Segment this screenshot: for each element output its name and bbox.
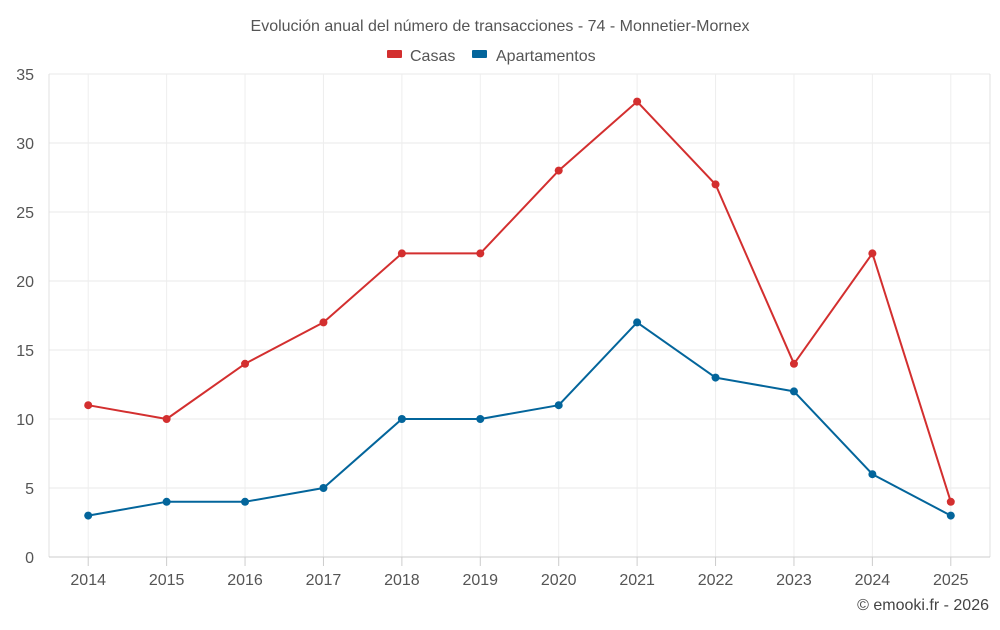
data-point-casas-2016[interactable] <box>241 359 250 368</box>
y-tick-label-30: 30 <box>16 136 34 153</box>
data-point-casas-2015[interactable] <box>162 415 171 423</box>
data-point-apartamentos-2024[interactable] <box>868 470 877 479</box>
y-tick-label-0: 0 <box>25 550 34 567</box>
x-axis: 2014 2015 2016 2017 2018 2019 2020 2021 2022 2023… <box>49 556 990 589</box>
y-tick-label-25: 25 <box>16 205 34 222</box>
x-tick-label-2022: 2022 <box>698 572 734 589</box>
x-tick-label-2014: 2014 <box>70 572 106 589</box>
legend-item-casas[interactable]: Casas <box>387 48 455 65</box>
y-tick-label-15: 15 <box>16 343 34 360</box>
data-point-casas-2023[interactable] <box>789 359 798 368</box>
series-line-casas <box>88 100 952 503</box>
data-point-apartamentos-2022[interactable] <box>711 373 720 382</box>
data-point-casas-2017[interactable] <box>319 318 328 327</box>
data-point-casas-2025[interactable] <box>946 497 955 506</box>
data-point-apartamentos-2019[interactable] <box>476 415 485 423</box>
y-tick-label-35: 35 <box>16 67 34 84</box>
x-tick-label-2015: 2015 <box>149 572 185 589</box>
data-point-casas-2019[interactable] <box>476 249 485 258</box>
y-axis: 0 5 10 15 20 25 30 35 <box>16 67 34 567</box>
y-tick-label-10: 10 <box>16 412 34 429</box>
x-tick-label-2021: 2021 <box>619 572 655 589</box>
x-tick-label-2016: 2016 <box>227 572 263 589</box>
x-tick-label-2017: 2017 <box>306 572 342 589</box>
x-tick-label-2018: 2018 <box>384 572 420 589</box>
data-point-apartamentos-2014[interactable] <box>84 511 93 520</box>
legend-item-apartamentos[interactable]: Apartamentos <box>472 48 596 65</box>
data-point-casas-2014[interactable] <box>84 401 93 410</box>
y-tick-label-20: 20 <box>16 274 34 291</box>
data-point-apartamentos-2018[interactable] <box>397 415 406 423</box>
data-point-casas-2018[interactable] <box>397 249 406 258</box>
legend-swatch-casas <box>387 50 402 58</box>
data-point-apartamentos-2020[interactable] <box>554 401 563 410</box>
x-tick-label-2020: 2020 <box>541 572 577 589</box>
x-tick-label-2024: 2024 <box>855 572 891 589</box>
x-tick-label-2025: 2025 <box>933 572 969 589</box>
data-point-apartamentos-2017[interactable] <box>319 484 328 492</box>
x-tick-label-2023: 2023 <box>776 572 812 589</box>
legend-label-apartamentos: Apartamentos <box>496 48 596 65</box>
data-point-apartamentos-2023[interactable] <box>789 387 798 396</box>
y-tick-label-5: 5 <box>25 481 34 498</box>
data-point-apartamentos-2016[interactable] <box>241 497 250 506</box>
x-tick-label-2019: 2019 <box>462 572 498 589</box>
gridlines <box>48 73 991 557</box>
data-point-apartamentos-2015[interactable] <box>162 497 171 506</box>
series-line-apartamentos <box>88 321 952 517</box>
legend-label-casas: Casas <box>410 48 455 65</box>
legend-swatch-apartamentos <box>472 50 487 58</box>
credit-text: © emooki.fr - 2026 <box>857 597 989 614</box>
data-point-casas-2021[interactable] <box>633 97 642 106</box>
legend: Casas Apartamentos <box>387 48 596 65</box>
data-point-casas-2024[interactable] <box>868 249 877 258</box>
data-point-casas-2020[interactable] <box>554 166 563 175</box>
series-layer <box>84 97 955 520</box>
data-point-apartamentos-2025[interactable] <box>946 511 955 520</box>
data-point-apartamentos-2021[interactable] <box>633 318 642 327</box>
chart-title: Evolución anual del número de transaccio… <box>251 18 750 35</box>
data-point-casas-2022[interactable] <box>711 180 720 189</box>
